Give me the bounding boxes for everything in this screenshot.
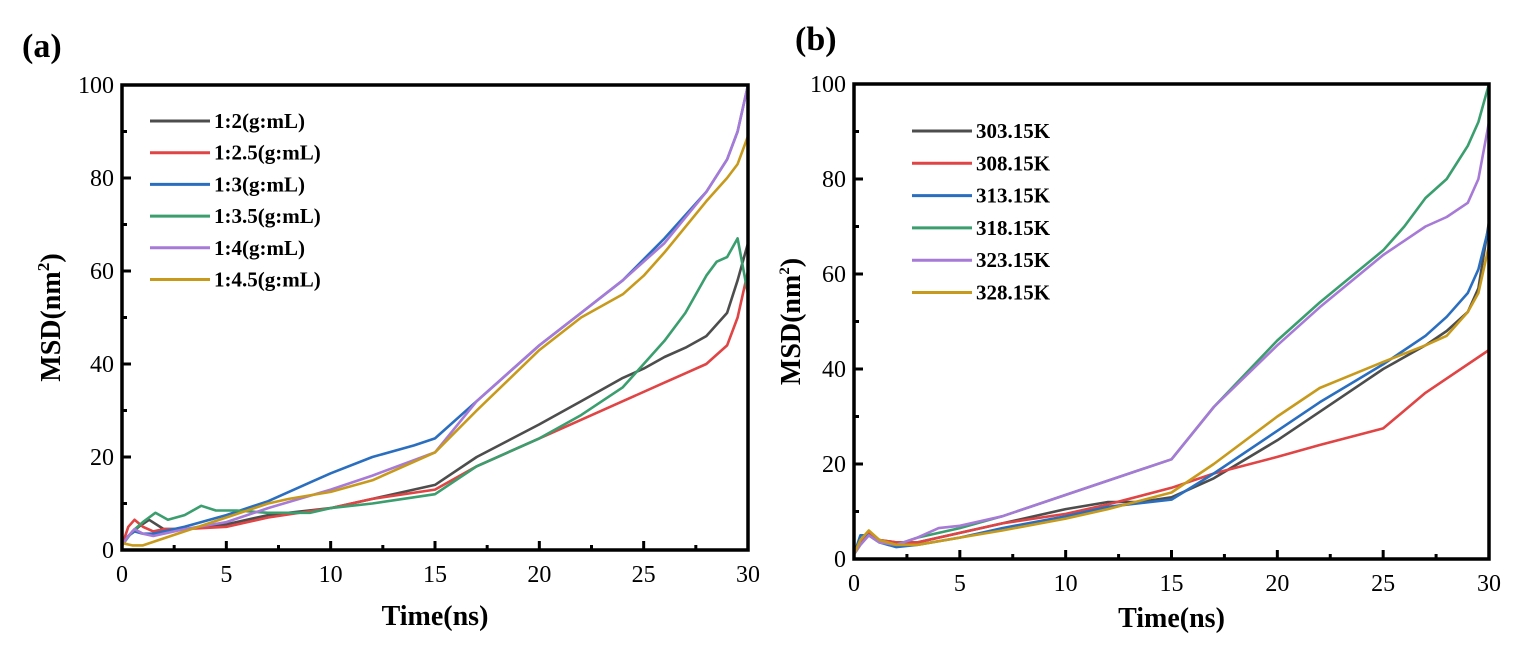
y-tick-label: 100 [78, 73, 114, 99]
series-line-303.15K [854, 220, 1489, 556]
legend-item: 1:2.5(g:mL) [150, 141, 321, 165]
legend-label: 308.15K [976, 151, 1051, 175]
legend-item: 1:3(g:mL) [150, 172, 305, 196]
panel-label: (a) [22, 28, 62, 65]
y-axis-title: MSD(nm2) [34, 253, 67, 381]
series-line-323.15K [854, 120, 1489, 556]
legend-item: 323.15K [912, 248, 1051, 272]
legend-item: 303.15K [912, 119, 1051, 143]
y-tick-label: 0 [102, 538, 114, 564]
x-tick-label: 30 [736, 562, 760, 588]
legend-item: 1:2(g:mL) [150, 109, 305, 133]
legend-label: 1:4(g:mL) [214, 236, 305, 260]
legend-item: 308.15K [912, 151, 1051, 175]
panel-label: (b) [795, 21, 837, 58]
panel-b: (b) 0 5 10 15 20 25 30 0 20 40 60 80 100 Time(ns) MSD(n… [776, 21, 1501, 634]
x-tick-label: 30 [1477, 571, 1501, 597]
x-tick-label: 25 [1371, 571, 1395, 597]
legend: 303.15K 308.15K 313.15K 318.15K 323.15K 328.1… [912, 119, 1051, 305]
series-line-1-4.5-g-mL [122, 134, 748, 547]
x-tick-label: 15 [1160, 571, 1184, 597]
x-tick-label: 15 [423, 562, 447, 588]
y-tick-label: 40 [822, 357, 846, 383]
y-tick-label: 60 [90, 259, 114, 285]
series-line-313.15K [854, 225, 1489, 556]
legend-item: 1:3.5(g:mL) [150, 204, 321, 228]
legend-item: 1:4.5(g:mL) [150, 268, 321, 292]
legend-label: 328.15K [976, 281, 1051, 305]
series-line-1-2-g-mL [122, 241, 748, 547]
legend-item: 318.15K [912, 216, 1051, 240]
y-tick-label: 40 [90, 352, 114, 378]
x-axis-title: Time(ns) [1118, 603, 1225, 634]
y-tick-label: 60 [822, 262, 846, 288]
legend-item: 328.15K [912, 281, 1051, 305]
series-line-318.15K [854, 84, 1489, 556]
series-line-1-4-g-mL [122, 85, 748, 547]
legend: 1:2(g:mL) 1:2.5(g:mL) 1:3(g:mL) 1:3.5(g:mL)… [150, 109, 321, 292]
x-tick-label: 20 [1265, 571, 1289, 597]
y-tick-label: 20 [90, 445, 114, 471]
legend-label: 1:2(g:mL) [214, 109, 305, 133]
y-axis-title-main: MSD(nm [36, 271, 67, 381]
series-group [122, 85, 748, 547]
legend-label: 303.15K [976, 119, 1051, 143]
y-axis-title-close: ) [36, 253, 67, 262]
y-tick-label: 80 [90, 166, 114, 192]
legend-item: 1:4(g:mL) [150, 236, 305, 260]
series-line-1-3-g-mL [122, 85, 748, 547]
legend-label: 1:3.5(g:mL) [214, 204, 321, 228]
y-axis-title-superscript: 2 [34, 263, 53, 272]
legend-item: 313.15K [912, 184, 1051, 208]
series-line-328.15K [854, 244, 1489, 556]
legend-label: 1:4.5(g:mL) [214, 268, 321, 292]
y-axis-title-superscript: 2 [777, 267, 793, 274]
legend-label: 1:3(g:mL) [214, 172, 305, 196]
y-axis-title-close: ) [776, 258, 807, 267]
x-tick-label: 10 [1054, 571, 1078, 597]
x-tick-label: 25 [632, 562, 656, 588]
legend-label: 1:2.5(g:mL) [214, 141, 321, 165]
x-tick-label: 0 [848, 571, 860, 597]
legend-label: 323.15K [976, 248, 1051, 272]
series-line-1-2.5-g-mL [122, 269, 748, 547]
x-tick-label: 5 [220, 562, 232, 588]
x-tick-label: 10 [319, 562, 343, 588]
legend-label: 313.15K [976, 184, 1051, 208]
legend-label: 318.15K [976, 216, 1051, 240]
x-tick-label: 20 [527, 562, 551, 588]
y-axis-title: MSD(nm2) [776, 258, 807, 385]
series-line-1-3.5-g-mL [122, 237, 748, 547]
x-tick-label: 0 [116, 562, 128, 588]
x-axis-title: Time(ns) [382, 601, 489, 632]
y-axis-title-main: MSD(nm [776, 275, 807, 385]
x-tick-label: 5 [954, 571, 966, 597]
series-line-308.15K [854, 348, 1489, 556]
y-tick-label: 0 [834, 547, 846, 573]
series-group [854, 84, 1489, 556]
panel-a: (a) 0 5 10 15 20 25 30 0 20 40 60 80 100 Time(ns) MSD(n… [22, 28, 760, 632]
y-tick-label: 80 [822, 167, 846, 193]
y-tick-label: 100 [810, 72, 846, 98]
y-tick-label: 20 [822, 452, 846, 478]
